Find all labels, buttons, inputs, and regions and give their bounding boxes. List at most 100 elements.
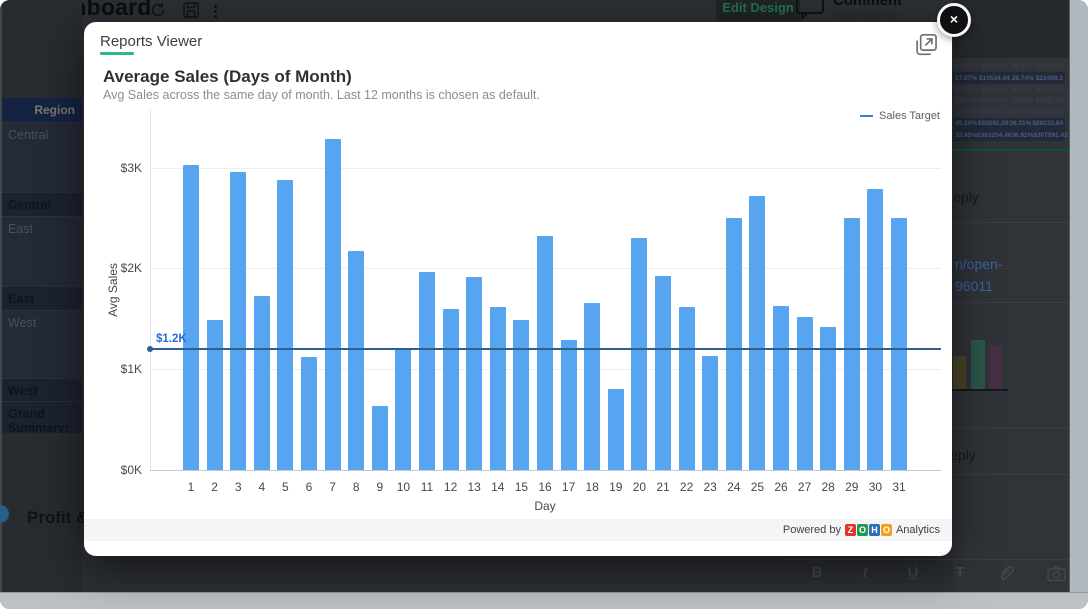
bar-day-14[interactable] <box>489 307 506 470</box>
bar-day-24[interactable] <box>725 218 742 470</box>
stats-row: 54.12% $5769.91 37.09% $9837.33 <box>955 97 1063 105</box>
bar-day-26[interactable] <box>773 306 789 470</box>
attachment-icon[interactable] <box>997 562 1019 586</box>
bar-day-16[interactable] <box>537 236 553 470</box>
bar-day-12[interactable] <box>442 309 459 470</box>
bar-day-17[interactable] <box>560 340 577 470</box>
comment-label[interactable]: Comment <box>833 0 903 9</box>
x-tick-label: 29 <box>845 480 859 494</box>
table-row[interactable]: Central <box>2 122 82 192</box>
bar-day-29[interactable] <box>843 218 860 470</box>
legend-sales-target[interactable]: Sales Target <box>860 110 940 122</box>
summary-stats-table: 31.88% $3440.66 43.8 % $9048.39 27.87% $10534… <box>953 61 1068 141</box>
bar-day-2[interactable] <box>206 320 223 470</box>
x-tick-label: 13 <box>467 480 481 494</box>
sales-target-label: $1.2K <box>156 333 187 346</box>
chart-title: Average Sales (Days of Month) <box>103 67 352 86</box>
refresh-icon[interactable] <box>149 1 167 19</box>
bar-day-6[interactable] <box>301 357 317 470</box>
window-bottom-frame <box>0 592 1088 609</box>
x-tick-label: 24 <box>727 480 741 494</box>
x-tick-label: 8 <box>352 480 360 494</box>
save-icon[interactable] <box>183 2 199 18</box>
bar-day-30[interactable] <box>867 189 884 470</box>
panel-divider <box>953 222 1071 223</box>
underline-icon[interactable]: U <box>907 564 919 581</box>
bold-icon[interactable]: B <box>811 564 823 581</box>
modal-title: Reports Viewer <box>100 33 203 50</box>
gridline <box>151 167 941 169</box>
close-icon[interactable]: × <box>937 3 971 37</box>
panel-divider <box>953 474 1071 475</box>
camera-icon[interactable] <box>1047 562 1069 587</box>
x-tick-label: 17 <box>561 480 576 494</box>
legend-label: Sales Target <box>879 110 940 122</box>
panel-accent-divider <box>944 149 1071 151</box>
x-tick-label: 1 <box>187 480 195 494</box>
bar-day-4[interactable] <box>253 296 270 470</box>
x-tick-label: 11 <box>420 480 434 494</box>
bar-day-22[interactable] <box>678 307 695 470</box>
table-row[interactable]: Central <box>2 192 82 216</box>
x-tick-label: 30 <box>868 480 883 494</box>
zoho-letter: Z <box>844 524 856 536</box>
x-tick-label: 6 <box>305 480 313 494</box>
bar-day-15[interactable] <box>513 320 530 470</box>
chart-subtitle: Avg Sales across the same day of month. … <box>103 88 540 102</box>
bar-day-3[interactable] <box>230 172 247 470</box>
x-tick-label: 28 <box>821 480 835 494</box>
region-column-header[interactable]: Region <box>2 98 82 122</box>
bar-day-8[interactable] <box>348 251 365 470</box>
table-row[interactable]: East <box>2 216 82 286</box>
stats-row: 32.45% $363204.46 36.92% $307591.42 <box>953 129 1068 141</box>
bar-day-31[interactable] <box>891 218 907 470</box>
bar-day-11[interactable] <box>419 272 435 470</box>
mini-chart-bar <box>989 346 1002 389</box>
bar-day-19[interactable] <box>607 389 624 470</box>
bar-day-25[interactable] <box>749 196 766 470</box>
comment-bubble-icon[interactable] <box>795 0 825 20</box>
panel-divider <box>953 302 1071 303</box>
x-tick-label: 5 <box>282 480 289 494</box>
comment-link-line1[interactable]: n/open- <box>955 256 1003 272</box>
table-row[interactable]: East <box>2 286 82 310</box>
bar-day-5[interactable] <box>277 180 294 470</box>
y-axis-line <box>150 110 151 470</box>
bar-day-20[interactable] <box>631 238 648 470</box>
x-tick-label: 9 <box>376 480 384 494</box>
x-tick-label: 26 <box>774 480 788 494</box>
zoho-letter: O <box>856 524 868 536</box>
bar-day-27[interactable] <box>796 317 813 470</box>
stats-row: 23.97% $33072.3 42.17% $29842.58 <box>955 108 1063 116</box>
bar-day-23[interactable] <box>702 356 719 470</box>
table-row[interactable]: West <box>2 378 82 401</box>
open-in-new-window-icon[interactable] <box>913 33 939 59</box>
bar-day-13[interactable] <box>466 277 483 470</box>
bar-day-21[interactable] <box>655 276 671 470</box>
table-row[interactable]: Grand Summary: <box>2 401 82 433</box>
mini-chart-baseline <box>950 389 1008 391</box>
reports-viewer-modal: Reports Viewer Average Sales (Days of Mo… <box>84 22 952 556</box>
bar-day-7[interactable] <box>324 139 341 470</box>
kebab-menu-icon[interactable] <box>214 3 217 20</box>
italic-icon[interactable]: I <box>862 565 868 581</box>
mini-chart-bar <box>953 356 966 389</box>
zoho-letter: H <box>868 524 880 536</box>
x-tick-label: 21 <box>656 480 670 494</box>
mini-chart-bar <box>971 340 985 389</box>
profit-section-title: Profit & <box>27 508 89 527</box>
scrollbar-track[interactable] <box>1069 0 1088 592</box>
strikethrough-icon[interactable]: T <box>955 564 965 581</box>
comment-link-line2[interactable]: 96011 <box>955 278 993 294</box>
bar-day-18[interactable] <box>584 303 601 470</box>
edit-design-button[interactable]: Edit Design <box>716 0 800 21</box>
bar-day-10[interactable] <box>395 348 412 470</box>
bar-day-28[interactable] <box>820 327 837 470</box>
y-tick-label: $1K <box>120 362 142 377</box>
bar-day-1[interactable] <box>183 165 199 470</box>
x-tick-label: 14 <box>491 480 505 494</box>
bar-day-9[interactable] <box>371 406 388 470</box>
table-row[interactable]: West <box>2 310 82 378</box>
